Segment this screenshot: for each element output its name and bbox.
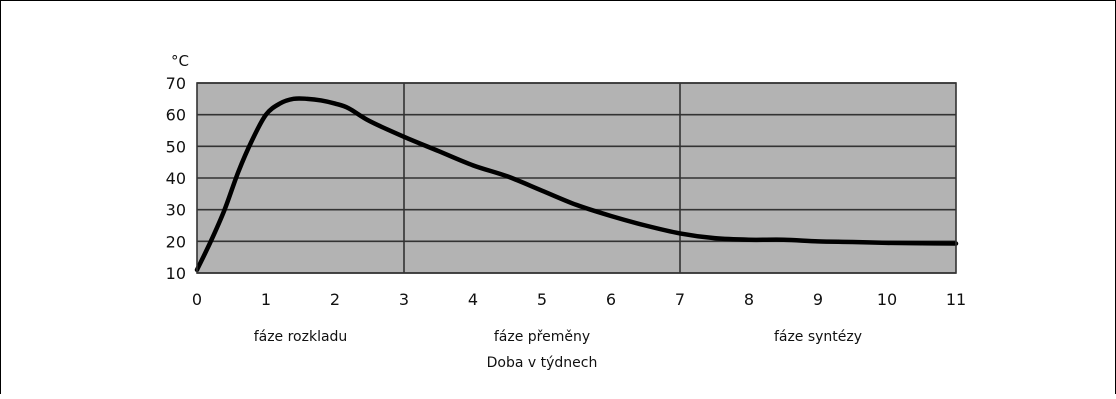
temperature-line [194, 96, 959, 273]
y-tick-label-6: 70 [166, 74, 186, 93]
x-tick-label-2: 2 [330, 290, 340, 309]
plot-border [196, 82, 957, 274]
y-tick-label-2: 30 [166, 201, 186, 220]
y-tick-labels: 10 20 30 40 50 60 70 [166, 74, 186, 283]
x-tick-label-6: 6 [606, 290, 616, 309]
x-tick-label-7: 7 [675, 290, 685, 309]
y-tick-label-1: 20 [166, 232, 186, 251]
phase-boundaries [403, 83, 681, 273]
x-tick-label-11: 11 [946, 290, 966, 309]
x-tick-label-10: 10 [877, 290, 897, 309]
x-tick-label-3: 3 [399, 290, 409, 309]
x-tick-label-0: 0 [192, 290, 202, 309]
x-tick-label-4: 4 [468, 290, 478, 309]
x-tick-label-8: 8 [744, 290, 754, 309]
y-tick-label-3: 40 [166, 169, 186, 188]
y-tick-label-0: 10 [166, 264, 186, 283]
phase-labels: fáze rozkladu fáze přeměny fáze syntézy [254, 329, 862, 345]
x-tick-label-1: 1 [261, 290, 271, 309]
y-tick-label-4: 50 [166, 137, 186, 156]
x-tick-label-5: 5 [537, 290, 547, 309]
x-tick-labels: 0 1 2 3 4 5 6 7 8 9 10 11 [192, 290, 966, 309]
phase-label-1: fáze přeměny [494, 329, 590, 345]
phase-label-2: fáze syntézy [774, 329, 862, 345]
x-axis-label: Doba v týdnech [487, 355, 598, 371]
y-tick-label-5: 60 [166, 106, 186, 125]
y-unit-label: °C [171, 52, 189, 70]
phase-label-0: fáze rozkladu [254, 329, 348, 345]
x-tick-label-9: 9 [813, 290, 823, 309]
